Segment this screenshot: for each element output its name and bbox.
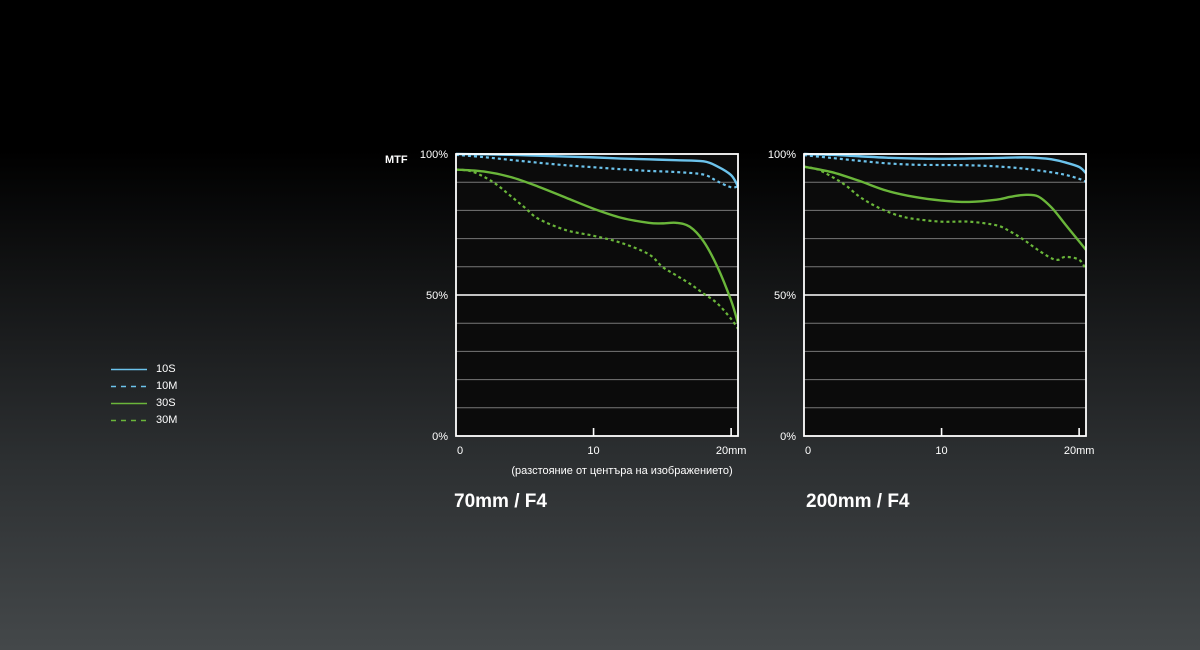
x-tick-label: 20mm <box>1064 445 1095 457</box>
x-tick-label: 0 <box>457 445 463 457</box>
series-line-30m <box>803 165 1087 271</box>
y-tick-label: 100% <box>768 149 796 161</box>
legend-label: 10M <box>156 380 178 392</box>
x-axis-label: (разстояние от центъра на изображението) <box>511 465 732 477</box>
chart-title: 70mm / F4 <box>454 491 547 512</box>
y-axis-label: MTF <box>385 154 408 166</box>
series-line-30s <box>455 168 740 324</box>
y-tick-label: 50% <box>774 290 796 302</box>
y-tick-label: 0% <box>780 431 796 443</box>
x-tick-label: 10 <box>935 445 947 457</box>
legend-swatch <box>111 368 147 371</box>
legend-swatch <box>111 385 147 388</box>
x-tick-label: 10 <box>587 445 599 457</box>
y-tick-label: 0% <box>432 431 448 443</box>
legend-swatch <box>111 419 147 422</box>
x-tick-label: 0 <box>805 445 811 457</box>
series-line-30m <box>455 168 739 330</box>
series-line-10m <box>455 153 739 189</box>
legend-swatch <box>111 402 147 405</box>
chart-title: 200mm / F4 <box>806 491 910 512</box>
plot-frame <box>455 153 739 437</box>
legend-label: 30M <box>156 414 178 426</box>
mtf-chart-2: 0% 50% 100% 0 10 20mm 200mm / F4 <box>768 149 1095 512</box>
legend-label: 10S <box>156 363 176 375</box>
legend-label: 30S <box>156 397 176 409</box>
mtf-chart-1: 0% 50% 100% 0 10 20mm 70mm / F4 <box>420 149 747 512</box>
y-tick-label: 100% <box>420 149 448 161</box>
series-line-10m <box>803 154 1087 183</box>
series-line-30s <box>803 165 1087 251</box>
plot-frame <box>803 153 1087 437</box>
series-line-10s <box>803 152 1087 175</box>
y-tick-label: 50% <box>426 290 448 302</box>
x-tick-label: 20mm <box>716 445 747 457</box>
